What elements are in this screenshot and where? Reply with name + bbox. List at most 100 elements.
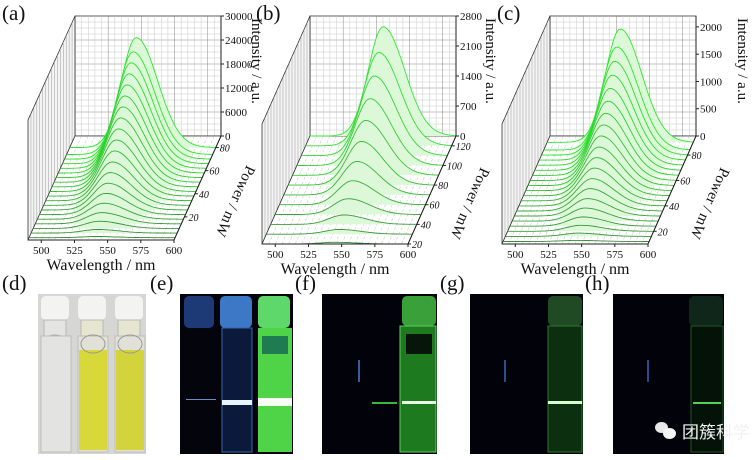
spectrum-fill	[270, 215, 417, 225]
x-tick-label-525: 525	[300, 249, 317, 261]
panel-label-a: (a)	[2, 1, 26, 25]
watermark-text: 团簇科学	[682, 423, 750, 443]
spectrum-fill	[509, 217, 656, 227]
y-tick-label-80: 80	[692, 151, 702, 162]
x-tick-label-550: 550	[573, 249, 590, 261]
spectrum-line-14mW	[35, 212, 182, 225]
spectrum-fill	[266, 229, 413, 235]
spectrum-line-72mW	[537, 88, 684, 166]
spectrum-line-62mW	[60, 84, 207, 169]
y-tick-label-60: 60	[209, 167, 219, 178]
spectrum-line-60mW	[530, 124, 677, 181]
watermark: 团簇科学	[655, 418, 750, 443]
spectrum-line-24mW	[509, 216, 656, 227]
z-tick-label-2000: 2000	[700, 22, 723, 34]
y-tick-label-40: 40	[669, 202, 679, 213]
spectrum-fill	[262, 242, 408, 244]
spectrum-line-60mW	[279, 180, 426, 206]
z-tick-label-2100: 2100	[460, 41, 483, 53]
x-tick-label-600: 600	[400, 249, 417, 261]
panel-label-e: (e)	[150, 271, 174, 295]
spectrum-line-52mW	[525, 146, 672, 192]
spectrum-line-30mW	[43, 172, 190, 206]
x-tick-label-575: 575	[133, 245, 150, 257]
chart-b: 500 525 550 575 600 Wavelength / nm 0 700 1400 21…	[261, 11, 498, 278]
spectrum-fill	[505, 233, 652, 237]
x-axis-title: Wavelength / nm	[281, 261, 390, 278]
spectrum-line-70mW	[64, 62, 211, 160]
floor-gridline	[41, 135, 89, 241]
vial-clear	[40, 296, 72, 453]
floor-gridline	[153, 135, 202, 241]
x-tick-label-600: 600	[640, 249, 657, 261]
vial-yellow-1	[77, 296, 109, 453]
z-tick-label-2800: 2800	[460, 11, 483, 23]
spectrum-fill	[31, 229, 178, 234]
y-axis-title: Power / mW	[686, 165, 732, 242]
spectrum-line-90mW	[292, 120, 439, 176]
spectrum-line-120mW	[305, 52, 452, 147]
panel-label-g: (g)	[440, 271, 465, 295]
floor-gridline	[147, 135, 195, 241]
spectrum-line-18mW	[37, 202, 184, 220]
spectrum-line-50mW	[275, 198, 422, 215]
y-tick-label-20: 20	[658, 227, 668, 238]
spectrum-fill	[279, 180, 426, 205]
y-tick-label-20: 20	[188, 213, 198, 224]
z-tick-label-1000: 1000	[700, 76, 723, 88]
spectrum-line-10mW	[33, 220, 180, 229]
panel-label-d: (d)	[2, 271, 27, 295]
x-tick-label-500: 500	[267, 249, 284, 261]
spectrum-fill	[33, 221, 180, 229]
z-tick-label-0: 0	[225, 131, 231, 143]
chart-a: 500 525 550 575 600 Wavelength / nm 0 6000 12000…	[27, 11, 264, 274]
spectrum-line-2mW	[29, 236, 175, 239]
vial-yellow-2	[114, 296, 146, 453]
floor-gridline	[47, 135, 96, 241]
z-tick-label-500: 500	[700, 104, 717, 116]
x-axis-title: Wavelength / nm	[521, 261, 630, 278]
z-axis-title: Intensity / a.u.	[482, 18, 498, 104]
spectrum-line-68mW	[534, 100, 681, 171]
z-tick-label-0: 0	[700, 131, 706, 143]
floor-gridline	[54, 135, 102, 241]
z-tick-label-0: 0	[460, 131, 466, 143]
spectrum-fill	[39, 193, 186, 215]
z-tick-label-700: 700	[460, 101, 477, 113]
panel-label-c: (c)	[497, 1, 521, 25]
spectrum-line-42mW	[49, 139, 196, 192]
spectrum-line-110mW	[301, 75, 448, 157]
spectrum-fill	[283, 161, 430, 195]
photo-f-laser-strong	[322, 294, 437, 454]
y-tick-label-60: 60	[680, 176, 690, 187]
floor-gridline	[34, 135, 82, 241]
x-tick-label-575: 575	[607, 249, 624, 261]
spectrum-line-32mW	[514, 198, 661, 217]
spectrum-line-70mW	[283, 161, 430, 196]
spectrum-line-100mW	[296, 98, 443, 166]
photo-h-laser-weak	[613, 294, 724, 454]
spectrum-line-90mW	[547, 28, 694, 143]
spectrum-line-80mW	[541, 60, 688, 156]
z-tick-label-24000: 24000	[225, 35, 253, 47]
vial-blue	[221, 327, 253, 453]
spectrum-line-28mW	[512, 207, 659, 222]
x-tick-label-575: 575	[367, 249, 384, 261]
spectrum-line-30mW	[266, 229, 413, 235]
y-tick-label-120: 120	[456, 142, 471, 153]
spectrum-line-130mW	[310, 26, 457, 137]
z-tick-label-12000: 12000	[225, 83, 253, 95]
panel-label-f: (f)	[295, 271, 316, 295]
spectrum-line-40mW	[518, 178, 665, 207]
x-tick-label-500: 500	[33, 245, 50, 257]
spectrum-line-16mW	[505, 232, 652, 237]
x-tick-label-550: 550	[333, 249, 350, 261]
wechat-icon	[655, 421, 677, 440]
y-tick-label-100: 100	[447, 161, 462, 172]
spectrum-line-36mW	[516, 188, 663, 212]
spectrum-line-64mW	[532, 112, 679, 176]
spectrum-line-74mW	[66, 51, 213, 155]
y-axis-title: Power / mW	[446, 165, 492, 242]
spectrum-fill	[37, 203, 184, 220]
